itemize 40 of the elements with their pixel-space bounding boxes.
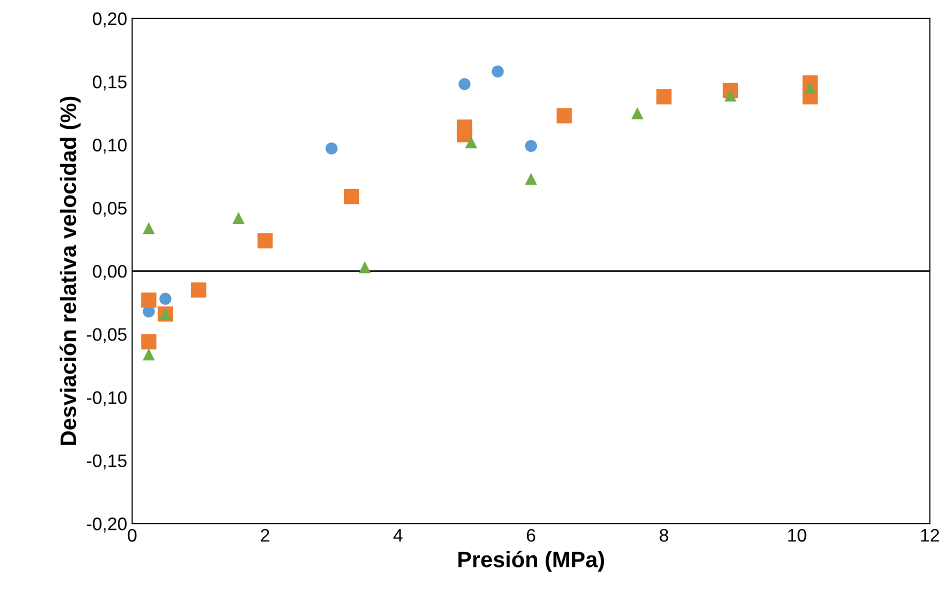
point [492, 66, 504, 78]
point [724, 89, 736, 102]
point [465, 136, 478, 148]
x-axis-title: Presión (MPa) [458, 550, 604, 572]
point [159, 292, 172, 305]
x-tick-label: 6 [526, 528, 536, 542]
point [804, 82, 816, 94]
point [358, 261, 371, 274]
point [524, 172, 538, 185]
point [142, 348, 155, 360]
y-tick-label: 0,05 [92, 202, 127, 217]
x-tick-label: 4 [393, 529, 403, 542]
point [656, 89, 672, 104]
y-tick-label: 0,00 [92, 264, 127, 280]
point [258, 233, 273, 248]
y-tick-label: -0,05 [86, 328, 127, 344]
point [191, 282, 206, 298]
y-tick-label: 0,10 [92, 138, 127, 154]
point [456, 127, 472, 142]
x-tick-label: 10 [788, 528, 806, 542]
x-tick-label: 12 [921, 528, 939, 542]
x-tick-label: 2 [260, 528, 270, 542]
point [232, 212, 245, 224]
y-tick-label: -0,15 [86, 454, 127, 470]
x-tick-label: 0 [128, 528, 136, 542]
point [631, 107, 644, 120]
point [141, 292, 156, 308]
point [458, 78, 471, 90]
y-axis-title: Desviación relativa velocidad (%) [60, 96, 81, 445]
y-tick-label: -0,20 [86, 518, 127, 532]
point [556, 108, 572, 124]
y-tick-label: 0,15 [92, 76, 127, 90]
point [142, 222, 155, 234]
x-tick-label: 8 [660, 528, 668, 542]
point [344, 188, 360, 204]
point [524, 140, 538, 152]
y-tick-label: -0,10 [86, 391, 127, 406]
y-tick-label: 0,20 [92, 12, 127, 28]
point [326, 142, 338, 155]
point [141, 334, 156, 350]
